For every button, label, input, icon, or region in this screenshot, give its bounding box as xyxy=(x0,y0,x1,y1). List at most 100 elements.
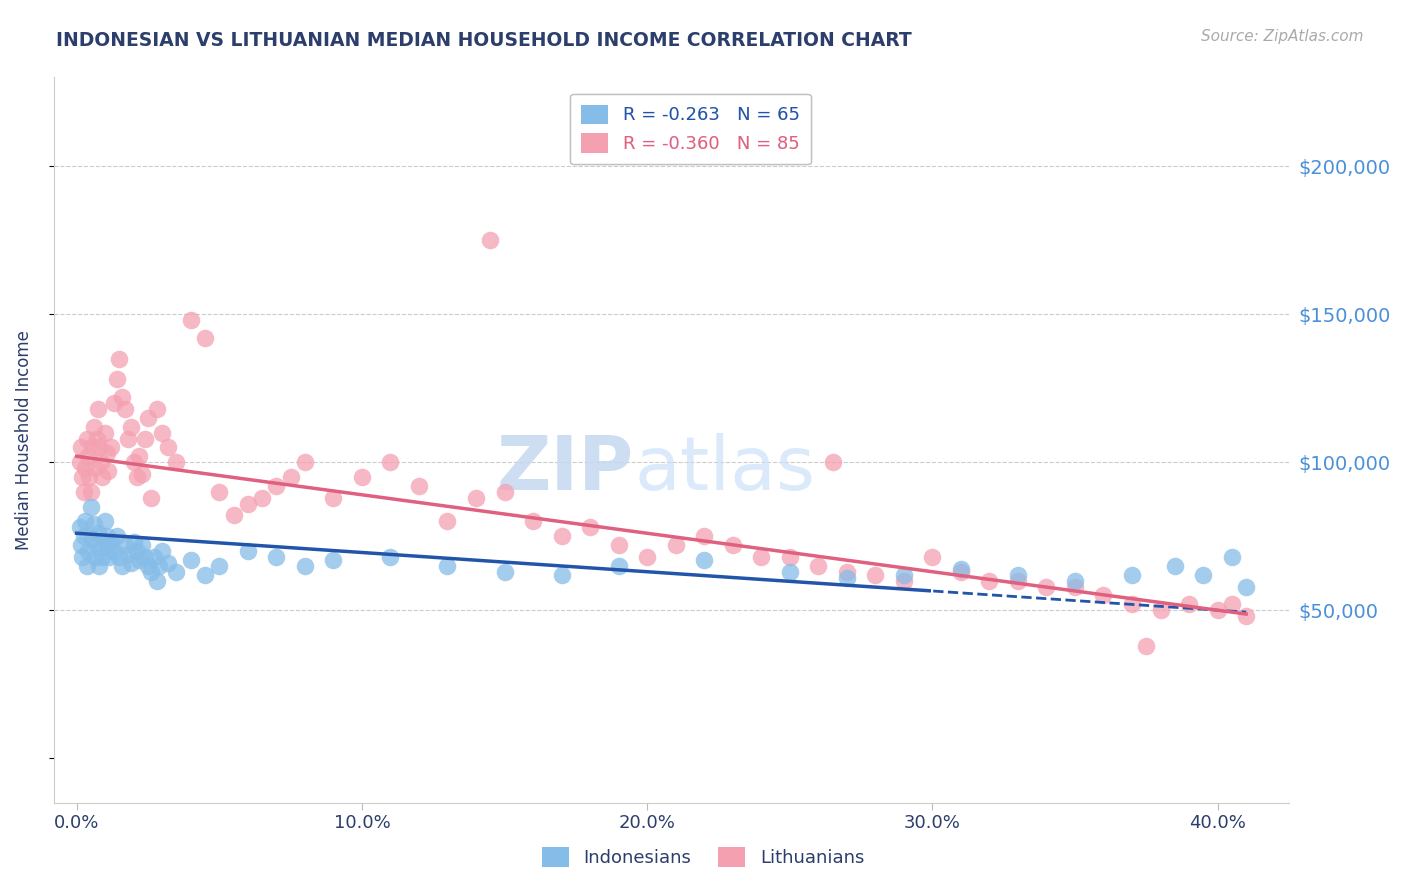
Point xyxy=(69,520,91,534)
Point xyxy=(125,470,148,484)
Text: INDONESIAN VS LITHUANIAN MEDIAN HOUSEHOLD INCOME CORRELATION CHART: INDONESIAN VS LITHUANIAN MEDIAN HOUSEHOL… xyxy=(56,31,912,50)
Point xyxy=(82,441,104,455)
Point xyxy=(479,233,502,247)
Point xyxy=(865,567,887,582)
Point xyxy=(693,529,716,543)
Point xyxy=(89,441,111,455)
Point xyxy=(607,538,630,552)
Point xyxy=(131,467,153,481)
Point xyxy=(77,544,100,558)
Legend: R = -0.263   N = 65, R = -0.360   N = 85: R = -0.263 N = 65, R = -0.360 N = 85 xyxy=(571,94,810,164)
Point xyxy=(166,565,188,579)
Point xyxy=(105,372,128,386)
Point xyxy=(73,529,96,543)
Point xyxy=(90,541,112,555)
Point xyxy=(136,558,159,573)
Point xyxy=(1064,574,1087,588)
Point xyxy=(75,515,97,529)
Point xyxy=(103,396,125,410)
Point xyxy=(96,446,118,460)
Point xyxy=(1092,588,1115,602)
Point xyxy=(97,464,120,478)
Point xyxy=(665,538,688,552)
Legend: Indonesians, Lithuanians: Indonesians, Lithuanians xyxy=(534,839,872,874)
Point xyxy=(1135,639,1157,653)
Point xyxy=(128,553,150,567)
Point xyxy=(1121,567,1143,582)
Point xyxy=(1007,567,1029,582)
Point xyxy=(779,565,801,579)
Point xyxy=(350,470,373,484)
Point xyxy=(979,574,1001,588)
Point xyxy=(79,470,101,484)
Point xyxy=(72,470,94,484)
Point xyxy=(436,515,458,529)
Point xyxy=(1149,603,1171,617)
Point xyxy=(550,529,572,543)
Point xyxy=(145,574,167,588)
Point xyxy=(83,419,105,434)
Point xyxy=(89,558,111,573)
Point xyxy=(236,497,259,511)
Point xyxy=(94,515,117,529)
Point xyxy=(494,565,516,579)
Point xyxy=(98,549,121,564)
Point xyxy=(208,558,231,573)
Point xyxy=(380,549,402,564)
Point xyxy=(835,565,858,579)
Point xyxy=(128,450,150,464)
Point xyxy=(114,401,136,416)
Point xyxy=(69,455,91,469)
Point xyxy=(111,558,134,573)
Point xyxy=(84,461,107,475)
Point xyxy=(87,401,110,416)
Text: atlas: atlas xyxy=(634,433,815,506)
Point xyxy=(82,532,104,546)
Point xyxy=(322,553,344,567)
Point xyxy=(131,538,153,552)
Point xyxy=(180,313,202,327)
Point xyxy=(91,549,114,564)
Point xyxy=(1035,580,1057,594)
Point xyxy=(139,491,162,505)
Point xyxy=(80,500,103,514)
Point xyxy=(236,544,259,558)
Point xyxy=(550,567,572,582)
Point xyxy=(100,441,122,455)
Point xyxy=(266,479,288,493)
Point xyxy=(70,441,93,455)
Point xyxy=(120,556,142,570)
Point xyxy=(90,455,112,469)
Point xyxy=(522,515,544,529)
Point xyxy=(111,390,134,404)
Point xyxy=(72,549,94,564)
Point xyxy=(114,538,136,552)
Point xyxy=(117,547,139,561)
Point xyxy=(145,401,167,416)
Point xyxy=(380,455,402,469)
Point xyxy=(75,461,97,475)
Point xyxy=(156,556,179,570)
Point xyxy=(636,549,658,564)
Point xyxy=(139,565,162,579)
Point xyxy=(494,484,516,499)
Point xyxy=(100,535,122,549)
Point xyxy=(266,549,288,564)
Point xyxy=(779,549,801,564)
Point xyxy=(1220,549,1243,564)
Point xyxy=(893,574,915,588)
Point xyxy=(222,508,245,523)
Text: ZIP: ZIP xyxy=(498,433,634,506)
Point xyxy=(117,432,139,446)
Point xyxy=(108,549,131,564)
Point xyxy=(835,571,858,585)
Point xyxy=(693,553,716,567)
Point xyxy=(105,529,128,543)
Point xyxy=(1064,580,1087,594)
Point xyxy=(86,538,108,552)
Point xyxy=(921,549,943,564)
Point xyxy=(821,455,844,469)
Point xyxy=(194,331,217,345)
Point xyxy=(77,450,100,464)
Point xyxy=(80,484,103,499)
